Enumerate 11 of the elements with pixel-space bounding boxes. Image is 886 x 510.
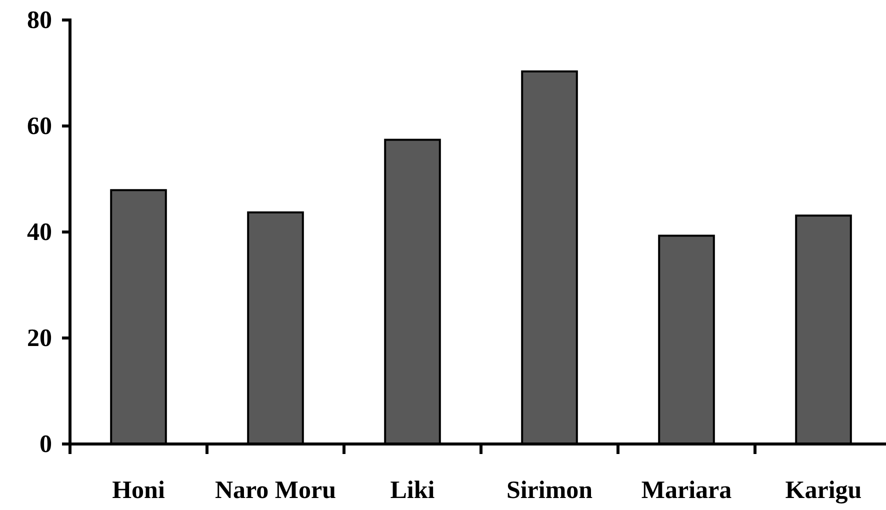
x-tick-label: Mariara	[641, 477, 732, 504]
x-tick-label: Naro Moru	[214, 477, 336, 504]
y-tick-label: 40	[27, 219, 52, 246]
x-tick-label: Liki	[390, 477, 435, 504]
x-tick-label: Honi	[112, 477, 165, 504]
y-tick-label: 80	[27, 7, 52, 34]
y-tick-label: 20	[27, 325, 52, 352]
y-tick-label: 60	[27, 113, 52, 140]
x-tick-label: Karigu	[785, 477, 862, 504]
x-tick-label: Sirimon	[506, 477, 593, 504]
y-tick-label: 0	[40, 431, 52, 458]
